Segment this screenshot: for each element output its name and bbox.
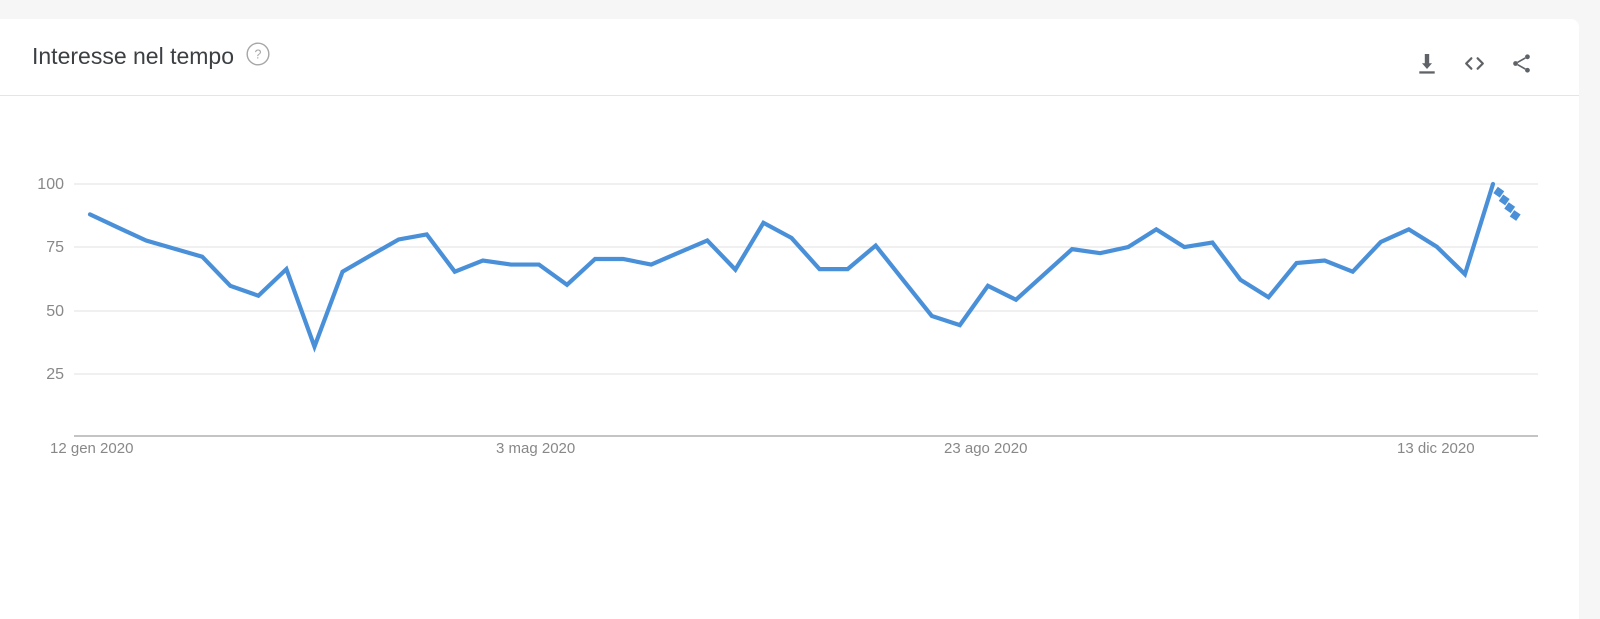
svg-text:23 ago 2020: 23 ago 2020: [944, 440, 1027, 457]
svg-text:12 gen 2020: 12 gen 2020: [50, 440, 133, 457]
svg-text:25: 25: [46, 366, 64, 383]
svg-text:50: 50: [46, 303, 64, 320]
svg-text:75: 75: [46, 239, 64, 256]
svg-text:13 dic 2020: 13 dic 2020: [1397, 440, 1475, 457]
svg-text:100: 100: [37, 176, 64, 193]
svg-text:3 mag 2020: 3 mag 2020: [496, 440, 575, 457]
